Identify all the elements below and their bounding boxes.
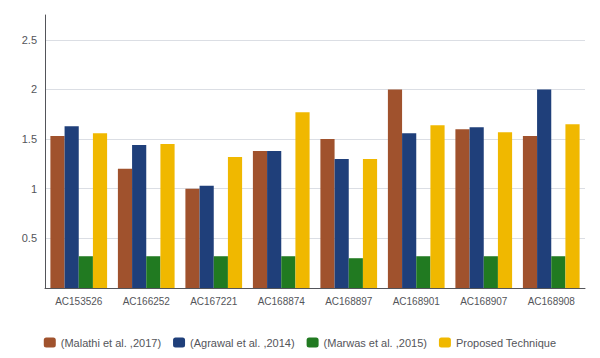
svg-text:AC168874: AC168874 <box>258 296 306 307</box>
svg-text:(Marwas et al. ,2015): (Marwas et al. ,2015) <box>324 337 427 349</box>
svg-text:AC168908: AC168908 <box>528 296 576 307</box>
svg-text:AC153526: AC153526 <box>55 296 103 307</box>
svg-text:2.5: 2.5 <box>22 34 37 46</box>
svg-text:Proposed Technique: Proposed Technique <box>456 337 556 349</box>
svg-text:AC168901: AC168901 <box>393 296 441 307</box>
svg-text:2: 2 <box>31 83 37 95</box>
svg-text:AC167221: AC167221 <box>190 296 238 307</box>
svg-text:1.5: 1.5 <box>22 133 37 145</box>
svg-text:AC168897: AC168897 <box>325 296 373 307</box>
svg-text:AC168907: AC168907 <box>460 296 508 307</box>
svg-text:(Malathi et al. ,2017): (Malathi et al. ,2017) <box>61 337 161 349</box>
svg-text:0.5: 0.5 <box>22 232 37 244</box>
svg-text:(Agrawal et al. ,2014): (Agrawal et al. ,2014) <box>190 337 295 349</box>
svg-text:1: 1 <box>31 183 37 195</box>
svg-text:AC166252: AC166252 <box>123 296 171 307</box>
